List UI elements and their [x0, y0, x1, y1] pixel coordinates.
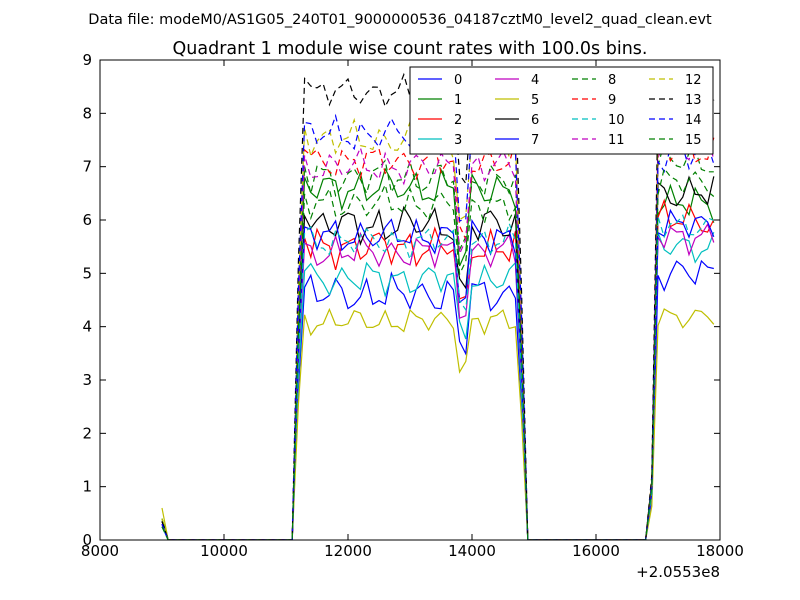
series-line-1: [161, 167, 715, 540]
legend-label: 1: [454, 93, 462, 108]
chart-suptitle: Data file: modeM0/AS1G05_240T01_90000005…: [88, 12, 712, 28]
legend-label: 7: [531, 133, 539, 148]
series-line-9: [161, 135, 715, 540]
legend-label: 4: [531, 73, 539, 88]
chart-title: Quadrant 1 module wise count rates with …: [173, 39, 648, 59]
y-tick-label: 8: [82, 104, 92, 122]
y-tick-label: 7: [82, 158, 92, 176]
series-line-0: [161, 259, 714, 540]
legend-label: 13: [685, 93, 702, 108]
legend-label: 2: [454, 113, 462, 128]
legend-label: 12: [685, 73, 702, 88]
y-tick-label: 5: [82, 264, 92, 282]
y-tick-label: 6: [82, 211, 92, 229]
legend-label: 6: [531, 113, 539, 128]
series-line-15: [161, 167, 715, 540]
x-tick-label: 12000: [324, 542, 372, 560]
legend-label: 8: [608, 73, 616, 88]
series-line-6: [161, 175, 715, 540]
legend-label: 11: [608, 133, 625, 148]
x-offset-text: +2.0553e8: [636, 563, 720, 581]
x-tick-label: 10000: [200, 542, 248, 560]
x-tick-label: 16000: [572, 542, 620, 560]
x-tick-label: 8000: [81, 542, 119, 560]
legend-label: 15: [685, 133, 702, 148]
x-tick-label: 18000: [696, 542, 744, 560]
y-tick-label: 9: [82, 51, 92, 69]
series-line-8: [161, 140, 714, 540]
series-line-10: [161, 214, 715, 540]
legend-label: 5: [531, 93, 539, 108]
y-tick-label: 1: [82, 478, 92, 496]
series-line-4: [161, 222, 715, 540]
series-line-3: [161, 231, 715, 540]
legend-label: 9: [608, 93, 616, 108]
legend-label: 14: [685, 113, 702, 128]
series-line-14: [161, 113, 715, 540]
y-tick-label: 2: [82, 424, 92, 442]
plot-frame: [99, 59, 721, 541]
legend-label: 10: [608, 113, 625, 128]
series-line-5: [161, 307, 715, 540]
series-line-2: [161, 198, 715, 540]
series-line-11: [161, 136, 715, 540]
legend-label: 3: [454, 133, 462, 148]
y-tick-label: 0: [82, 531, 92, 549]
y-tick-label: 4: [82, 318, 92, 336]
series-line-7: [161, 208, 715, 540]
x-axis: 8000 10000 12000 14000 16000 18000: [81, 60, 744, 560]
legend-label: 0: [454, 73, 462, 88]
x-tick-label: 14000: [448, 542, 496, 560]
y-tick-label: 3: [82, 371, 92, 389]
